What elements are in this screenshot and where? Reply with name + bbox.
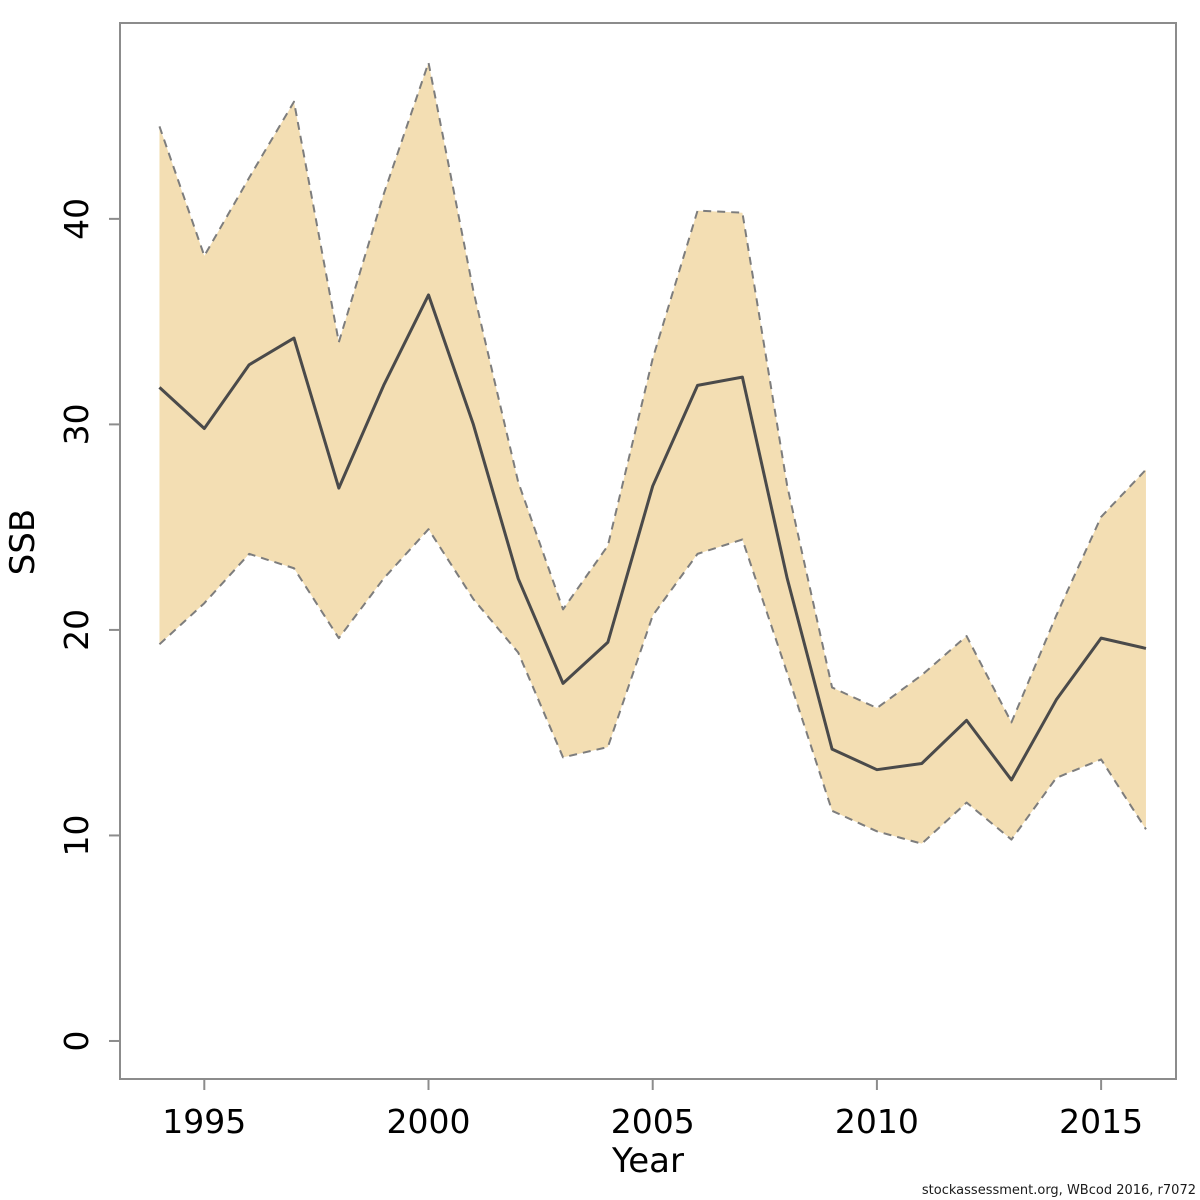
confidence-band-layer (159, 62, 1146, 844)
confidence-band (159, 62, 1146, 844)
x-tick-label: 2005 (611, 1102, 695, 1141)
x-tick-label: 2015 (1059, 1102, 1143, 1141)
y-tick-label: 30 (57, 403, 96, 445)
series-line-layer (158, 61, 1147, 845)
y-tick-label: 10 (57, 814, 96, 856)
ssb-estimate-line (158, 293, 1147, 782)
axes-layer: 1995 2000 2005 2010 2015 0 10 20 30 40 (57, 22, 1177, 1141)
y-axis-label: SSB (3, 509, 43, 576)
y-tick-label: 0 (57, 1030, 96, 1051)
footer-credit: stockassessment.org, WBcod 2016, r7072 (922, 1183, 1196, 1198)
upper-ci-line (158, 61, 1147, 724)
plot-box (119, 22, 1177, 1080)
x-axis-label: Year (611, 1141, 684, 1181)
y-tick-label: 20 (57, 609, 96, 651)
lower-ci-line (158, 528, 1147, 845)
y-tick-label: 40 (57, 198, 96, 240)
x-tick-label: 1995 (162, 1102, 246, 1141)
x-tick-label: 2010 (835, 1102, 919, 1141)
x-tick-label: 2000 (387, 1102, 471, 1141)
